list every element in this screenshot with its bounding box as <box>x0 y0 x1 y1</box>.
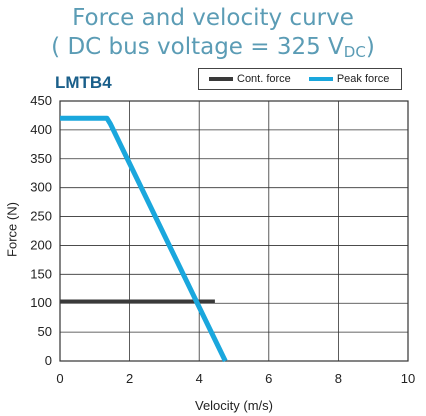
series-line-peak-force <box>60 115 228 363</box>
y-tick-label: 450 <box>30 93 52 108</box>
y-tick-label: 250 <box>30 209 52 224</box>
x-tick-label: 6 <box>265 371 272 386</box>
x-tick-label: 2 <box>126 371 133 386</box>
plot-area <box>60 101 408 361</box>
plot-frame <box>59 100 409 362</box>
chart-title-line2: ( DC bus voltage = 325 VDC) <box>51 34 375 61</box>
legend: Cont. force Peak force <box>198 68 402 90</box>
y-tick-label: 0 <box>45 353 52 368</box>
model-label: LMTB4 <box>55 73 112 92</box>
x-tick-label: 4 <box>196 371 203 386</box>
legend-label-cont: Cont. force <box>237 73 291 85</box>
x-axis-label: Velocity (m/s) <box>194 398 273 413</box>
y-tick-label: 300 <box>30 180 52 195</box>
y-tick-label: 200 <box>30 237 52 252</box>
legend-label-peak: Peak force <box>336 73 390 85</box>
x-tick-label: 0 <box>56 371 63 386</box>
x-tick-label: 10 <box>401 371 415 386</box>
legend-item-cont: Cont. force <box>209 73 291 85</box>
y-tick-label: 350 <box>30 151 52 166</box>
legend-item-peak: Peak force <box>308 73 390 85</box>
y-tick-label: 100 <box>30 295 52 310</box>
legend-swatch-cont <box>209 77 233 81</box>
y-tick-label: 50 <box>38 324 52 339</box>
legend-swatch-peak <box>308 77 333 81</box>
x-tick-label: 8 <box>335 371 342 386</box>
y-axis-label: Force (N) <box>4 202 20 257</box>
y-tick-label: 400 <box>30 122 52 137</box>
chart-title-line1: Force and velocity curve <box>72 5 354 31</box>
y-tick-label: 150 <box>30 266 52 281</box>
